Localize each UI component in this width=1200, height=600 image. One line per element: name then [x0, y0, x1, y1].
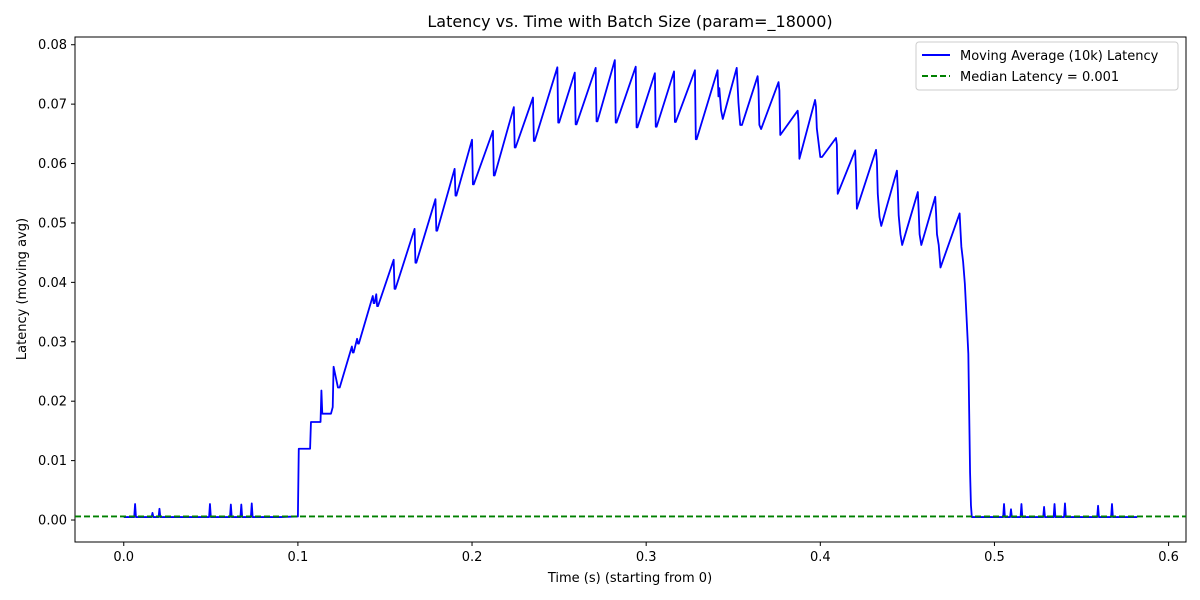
x-tick-label: 0.1	[288, 550, 309, 565]
series-group	[75, 59, 1186, 518]
y-tick-label: 0.07	[38, 98, 67, 113]
x-tick-label: 0.6	[1158, 550, 1179, 565]
x-tick-label: 0.4	[810, 550, 831, 565]
y-tick-label: 0.00	[38, 514, 67, 529]
ticks-group: 0.0 0.1 0.2 0.3 0.4 0.5 0.6 0.00 0.01 0.02 0.03 0.0…	[38, 38, 1179, 565]
y-tick-label: 0.01	[38, 454, 67, 469]
x-tick-label: 0.2	[462, 550, 483, 565]
legend: Moving Average (10k) Latency Median Late…	[915, 41, 1179, 91]
y-tick-label: 0.04	[38, 276, 67, 291]
y-tick-label: 0.02	[38, 395, 67, 410]
y-tick-label: 0.06	[38, 157, 67, 172]
y-tick-label: 0.08	[38, 38, 67, 53]
legend-label-moving-average: Moving Average (10k) Latency	[960, 49, 1159, 64]
chart-title: Latency vs. Time with Batch Size (param=…	[427, 12, 832, 32]
x-axis-label: Time (s) (starting from 0)	[547, 571, 712, 586]
plot-area: 0.0 0.1 0.2 0.3 0.4 0.5 0.6 0.00 0.01 0.02 0.03 0.0…	[38, 36, 1187, 565]
series-line-moving-average	[123, 59, 1138, 518]
axes-frame	[74, 36, 1187, 543]
y-tick-label: 0.05	[38, 216, 67, 231]
legend-label-median: Median Latency = 0.001	[960, 70, 1119, 85]
y-tick-label: 0.03	[38, 335, 67, 350]
x-tick-label: 0.5	[984, 550, 1005, 565]
legend-box	[915, 41, 1179, 91]
x-tick-label: 0.3	[636, 550, 657, 565]
x-tick-label: 0.0	[113, 550, 134, 565]
y-axis-label: Latency (moving avg)	[15, 218, 30, 360]
